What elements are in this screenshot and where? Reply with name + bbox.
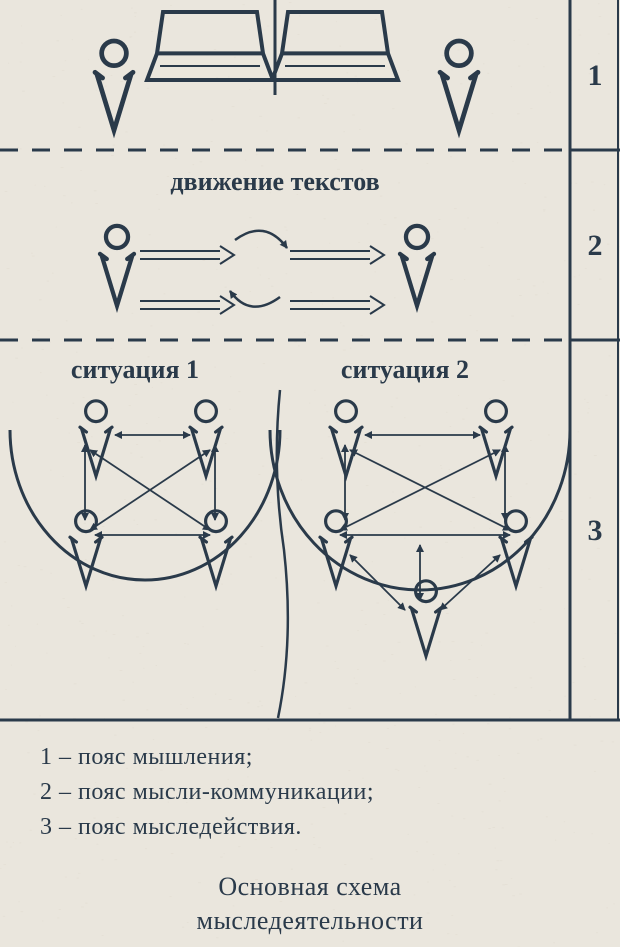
caption: Основная схема мыследеятельности — [0, 870, 620, 938]
legend-item-3: 3 – пояс мыследействия. — [40, 810, 580, 845]
legend-num: 2 — [40, 779, 53, 805]
diagram-page: 123движение текстовситуация 1ситуация 2 … — [0, 0, 620, 947]
svg-text:ситуация 1: ситуация 1 — [71, 355, 199, 384]
svg-text:1: 1 — [588, 59, 603, 92]
legend-item-1: 1 – пояс мышления; — [40, 740, 580, 775]
legend-num: 1 — [40, 744, 53, 770]
caption-line2: мыследеятельности — [0, 904, 620, 938]
svg-text:ситуация 2: ситуация 2 — [341, 355, 469, 384]
legend-text: пояс мыследействия. — [78, 814, 302, 840]
legend-dash: – — [59, 779, 72, 805]
legend-text: пояс мышления; — [78, 744, 253, 770]
svg-text:3: 3 — [588, 514, 603, 547]
legend-text: пояс мысли-коммуникации; — [78, 779, 374, 805]
legend-num: 3 — [40, 814, 53, 840]
legend-item-2: 2 – пояс мысли-коммуникации; — [40, 775, 580, 810]
legend-dash: – — [59, 744, 72, 770]
svg-text:движение текстов: движение текстов — [170, 167, 379, 196]
legend-dash: – — [59, 814, 72, 840]
caption-line1: Основная схема — [0, 870, 620, 904]
svg-text:2: 2 — [588, 229, 603, 262]
legend: 1 – пояс мышления; 2 – пояс мысли-коммун… — [40, 740, 580, 844]
